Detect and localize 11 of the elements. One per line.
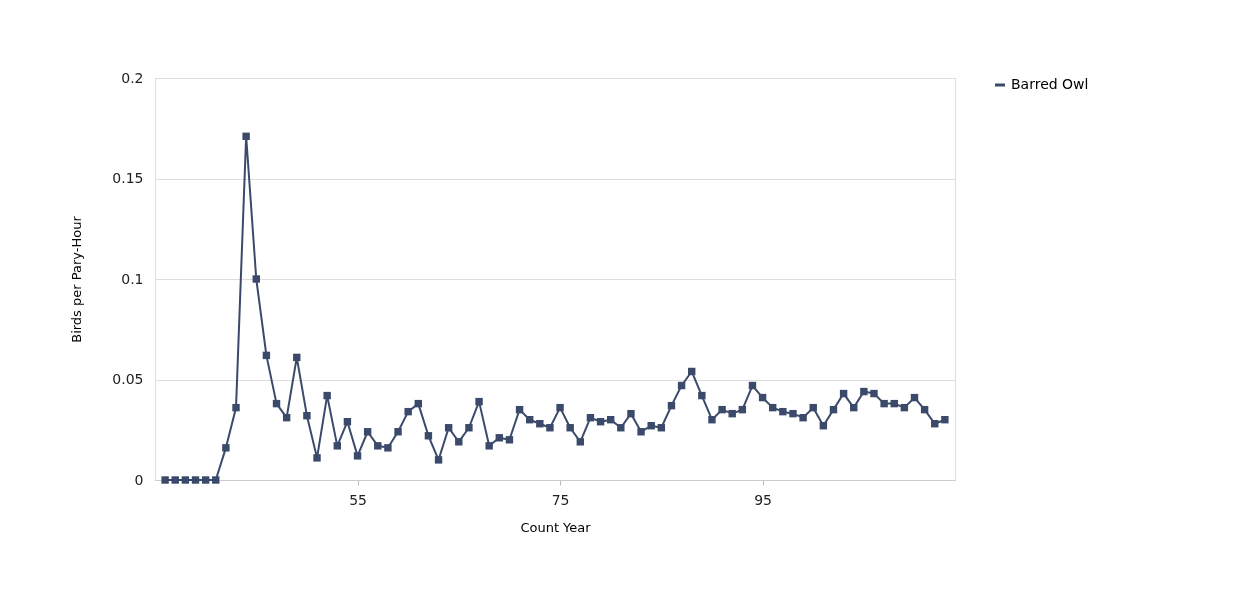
legend-label: Barred Owl bbox=[1011, 76, 1089, 92]
y-tick-label: 0.1 bbox=[121, 270, 144, 287]
y-tick-label: 0.2 bbox=[121, 69, 144, 86]
x-axis-title: Count Year bbox=[520, 519, 592, 535]
x-tick-label: 55 bbox=[349, 491, 367, 508]
y-tick-label: 0.15 bbox=[112, 170, 144, 186]
y-axis-title: Birds per Pary-Hour bbox=[69, 215, 85, 343]
y-tick-label: 0.05 bbox=[112, 371, 144, 387]
y-tick-label: 0 bbox=[134, 471, 144, 488]
x-tick-label: 75 bbox=[551, 491, 570, 508]
x-tick-label: 95 bbox=[754, 491, 773, 508]
